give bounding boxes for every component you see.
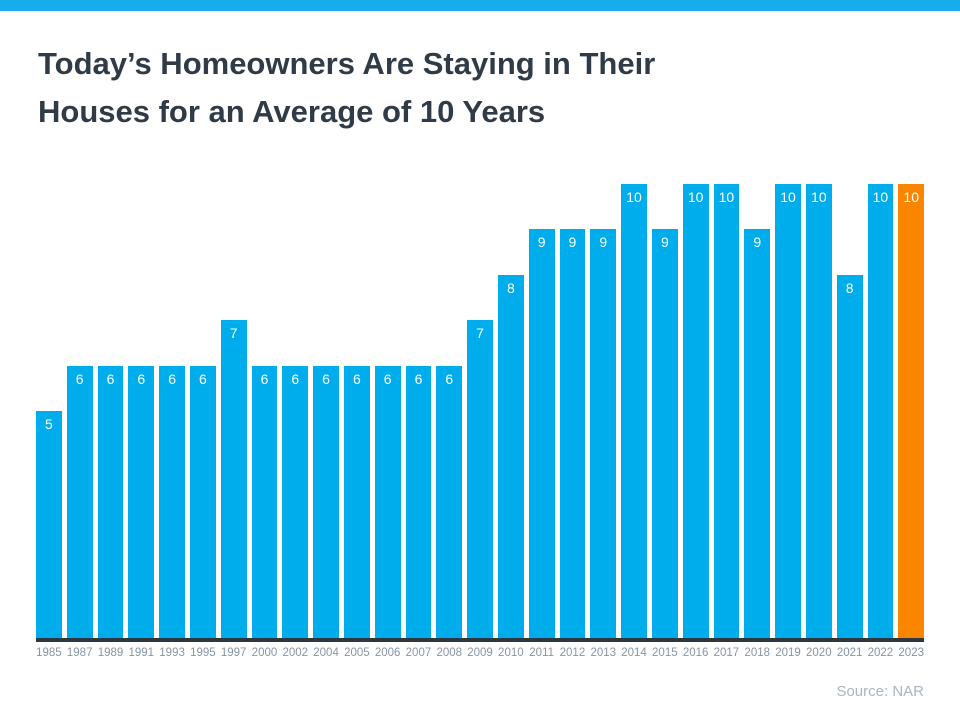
x-tick-label-1985: 1985: [36, 647, 62, 659]
bar-value-label-2022: 10: [872, 189, 889, 205]
bar-value-label-2023: 10: [903, 189, 919, 205]
bar-2004: 6: [313, 366, 339, 638]
x-tick-label-2016: 2016: [682, 647, 709, 659]
x-tick-label-2005: 2005: [344, 647, 370, 659]
x-tick-label-2011: 2011: [529, 647, 555, 659]
bar-value-label-2018: 9: [753, 234, 762, 250]
bar-value-label-2007: 6: [414, 371, 423, 387]
bar-2018: 9: [744, 229, 771, 638]
bar-value-label-2004: 6: [322, 371, 330, 387]
bar-value-label-2009: 7: [476, 325, 484, 341]
chart-title: Today’s Homeowners Are Staying in Their …: [38, 40, 908, 136]
bar-value-label-2010: 8: [506, 280, 515, 296]
x-tick-label-2007: 2007: [405, 647, 432, 659]
x-axis-line: [36, 638, 924, 642]
x-tick-label-2014: 2014: [621, 647, 647, 659]
bar-2010: 8: [497, 275, 524, 638]
x-tick-label-2015: 2015: [652, 647, 678, 659]
bar-2000: 6: [251, 366, 278, 638]
bar-value-label-1991: 6: [137, 371, 146, 387]
bar-value-label-2002: 6: [291, 371, 300, 387]
x-tick-label-2017: 2017: [713, 647, 740, 659]
bar-value-label-1993: 6: [168, 371, 176, 387]
bar-1985: 5: [36, 411, 62, 638]
bar-value-label-2000: 6: [260, 371, 269, 387]
bar-2023: 10: [898, 184, 925, 638]
x-tick-label-2020: 2020: [806, 647, 832, 659]
bar-value-label-1997: 7: [229, 325, 238, 341]
bar-chart: 5 6 6 6 6 6 7 6 6 6 6 6 6 6 7 8 9 9 9 10 9 10 10 9 10 10 8 10 10 198…: [36, 0, 925, 720]
x-tick-label-2010: 2010: [498, 647, 524, 659]
bars-container: 5 6 6 6 6 6 7 6 6 6 6 6 6 6 7 8 9 9 9 10 9 10 10 9 10 10 8 10 10: [36, 168, 925, 638]
bar-2006: 6: [374, 366, 401, 638]
x-tick-label-2019: 2019: [775, 647, 801, 659]
x-tick-label-2002: 2002: [282, 647, 309, 659]
bar-2011: 9: [528, 229, 555, 638]
bar-2017: 10: [713, 184, 740, 638]
x-tick-label-2013: 2013: [590, 647, 617, 659]
bar-value-label-2016: 10: [687, 189, 704, 205]
bar-2009: 7: [467, 320, 493, 638]
x-tick-label-1987: 1987: [66, 647, 93, 659]
x-tick-label-2023: 2023: [898, 647, 924, 659]
bar-value-label-2005: 6: [352, 371, 361, 387]
bar-value-label-2017: 10: [718, 189, 735, 205]
bar-2012: 9: [559, 229, 586, 638]
bar-value-label-2006: 6: [383, 371, 392, 387]
bar-value-label-2011: 9: [537, 234, 546, 250]
bar-1991: 6: [128, 366, 155, 638]
bar-value-label-2020: 10: [811, 189, 827, 205]
bar-value-label-1985: 5: [45, 416, 53, 432]
bar-2016: 10: [682, 184, 709, 638]
bar-value-label-2015: 9: [660, 234, 669, 250]
bar-2014: 10: [621, 184, 647, 638]
x-tick-label-1989: 1989: [97, 647, 124, 659]
bar-2021: 8: [836, 275, 863, 638]
bar-1995: 6: [189, 366, 216, 638]
bar-1989: 6: [97, 366, 124, 638]
x-axis-labels: 1985 1987 1989 1991 1993 1995 1997 2000 2002 2004…: [36, 646, 924, 660]
chart-title-line-1: Today’s Homeowners Are Staying in Their: [38, 46, 656, 81]
bar-2007: 6: [405, 366, 432, 638]
bar-2019: 10: [775, 184, 801, 638]
bar-2022: 10: [867, 184, 894, 638]
x-tick-label-2018: 2018: [744, 647, 771, 659]
x-tick-label-2006: 2006: [374, 647, 401, 659]
bar-2013: 9: [590, 229, 617, 638]
x-tick-label-1993: 1993: [159, 647, 185, 659]
bar-2015: 9: [651, 229, 678, 638]
x-tick-label-1991: 1991: [128, 647, 155, 659]
bar-value-label-2021: 8: [845, 280, 854, 296]
source-caption: Source: NAR: [836, 683, 924, 700]
bar-value-label-1989: 6: [106, 371, 115, 387]
bar-value-label-1995: 6: [198, 371, 207, 387]
bar-value-label-1987: 6: [75, 371, 84, 387]
bar-2020: 10: [805, 184, 832, 638]
x-tick-label-2022: 2022: [867, 647, 894, 659]
x-tick-label-2008: 2008: [436, 647, 463, 659]
bar-value-label-2019: 10: [780, 189, 796, 205]
x-tick-label-2012: 2012: [559, 647, 586, 659]
bar-2008: 6: [436, 366, 463, 638]
bar-1987: 6: [66, 366, 93, 638]
x-tick-label-2009: 2009: [467, 647, 493, 659]
bar-value-label-2013: 9: [599, 234, 608, 250]
bar-1997: 7: [220, 320, 247, 638]
x-tick-label-2004: 2004: [313, 647, 339, 659]
bar-1993: 6: [159, 366, 185, 638]
bar-2005: 6: [343, 366, 370, 638]
chart-title-line-2: Houses for an Average of 10 Years: [38, 94, 546, 129]
x-tick-label-1997: 1997: [220, 647, 247, 659]
bar-value-label-2014: 10: [626, 189, 642, 205]
bar-value-label-2012: 9: [568, 234, 577, 250]
x-tick-label-2021: 2021: [836, 647, 863, 659]
x-tick-label-2000: 2000: [251, 647, 278, 659]
top-accent-stripe: [0, 0, 960, 11]
bar-value-label-2008: 6: [445, 371, 454, 387]
x-tick-label-1995: 1995: [190, 647, 216, 659]
bar-2002: 6: [282, 366, 309, 638]
